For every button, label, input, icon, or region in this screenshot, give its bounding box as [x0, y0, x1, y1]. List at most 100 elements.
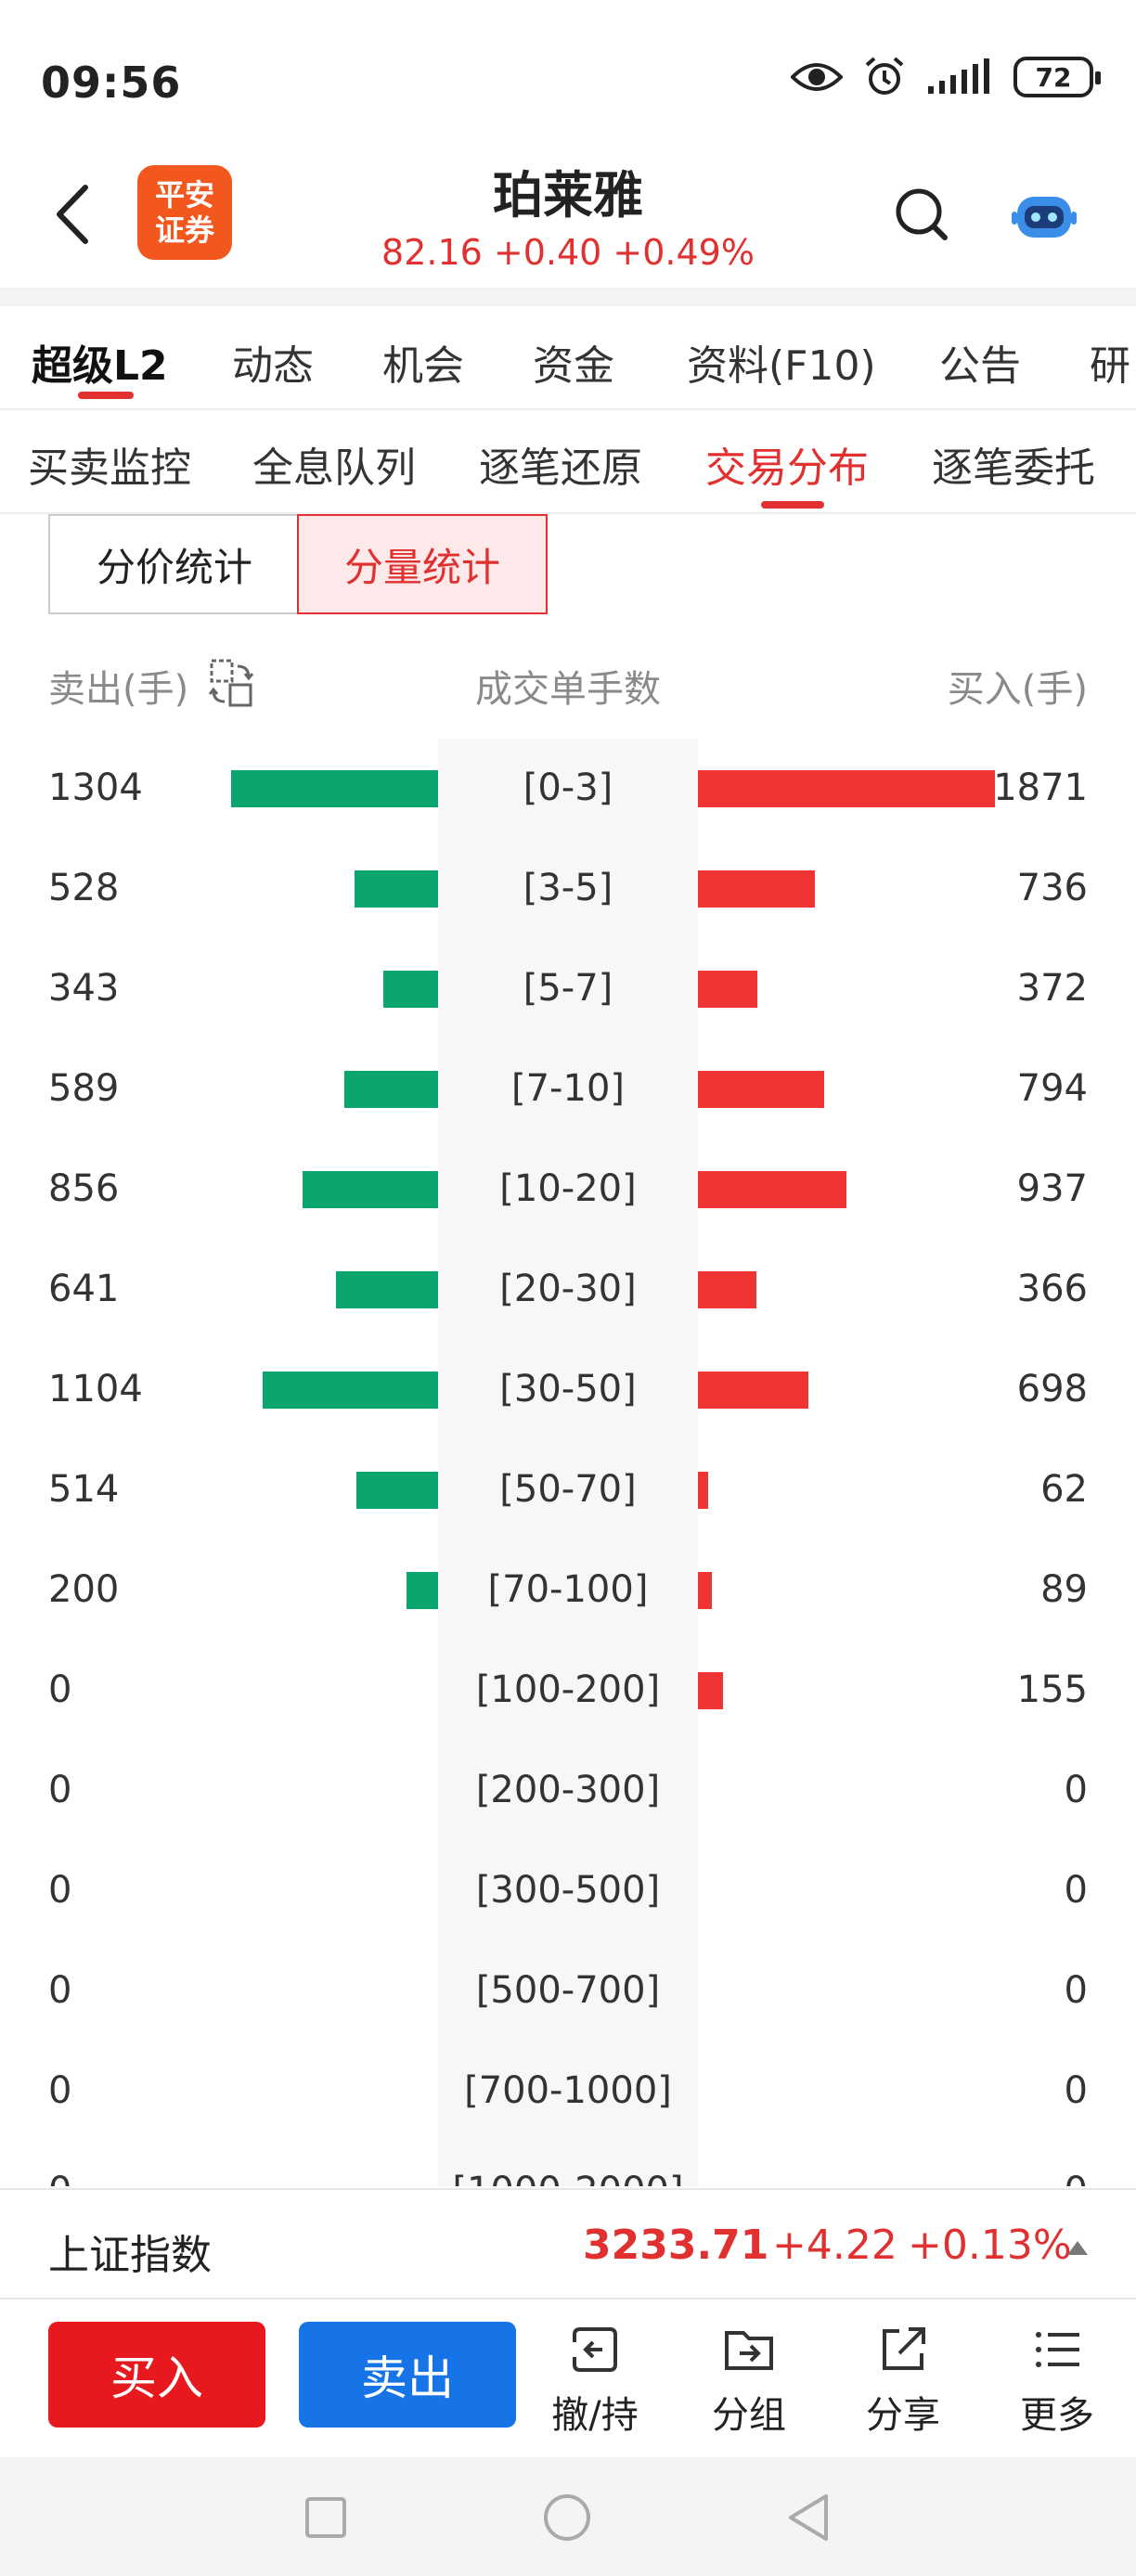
buy-volume: 0 [1064, 2069, 1088, 2112]
robot-assistant-icon[interactable] [1012, 187, 1077, 243]
buy-bar [698, 1271, 756, 1308]
index-ticker-bar[interactable]: 上证指数 3233.71 +4.22 +0.13% [0, 2188, 1136, 2299]
distribution-row: 1104 [30-50] 698 [0, 1340, 1136, 1440]
subtab-trade-distribution[interactable]: 交易分布 [705, 444, 869, 492]
section-divider [0, 288, 1136, 306]
buy-volume: 0 [1064, 1769, 1088, 1811]
buy-bar [698, 770, 995, 807]
sell-bar [356, 1472, 438, 1509]
buy-bar [698, 1071, 824, 1108]
back-nav-icon[interactable] [785, 2492, 832, 2543]
volume-stats-toggle[interactable]: 分量统计 [297, 514, 548, 614]
distribution-row: 0 [200-300] 0 [0, 1741, 1136, 1841]
recent-apps-icon[interactable] [304, 2496, 347, 2539]
group-button[interactable]: 分组 [689, 2322, 809, 2442]
broker-logo[interactable]: 平安 证券 [137, 165, 232, 260]
sell-volume: 0 [48, 1769, 72, 1811]
tab-super-l2[interactable]: 超级L2 [32, 342, 168, 390]
sell-bar [355, 870, 438, 908]
subtab-tick-orders[interactable]: 逐笔委托 [932, 444, 1095, 492]
subtab-tick-replay[interactable]: 逐笔还原 [479, 444, 642, 492]
lot-size-range: [1000-2000] [438, 2170, 698, 2186]
buy-bar [698, 1572, 712, 1609]
sell-button[interactable]: 卖出 [299, 2322, 516, 2428]
more-button[interactable]: 更多 [997, 2322, 1117, 2442]
tab-research[interactable]: 研 [1090, 342, 1130, 390]
buy-volume: 0 [1065, 2170, 1088, 2186]
eye-icon [791, 63, 843, 91]
distribution-table-header: 卖出(手) 成交单手数 买入(手) [0, 650, 1136, 715]
tab-announcements[interactable]: 公告 [939, 342, 1021, 390]
more-label: 更多 [1020, 2394, 1094, 2437]
sell-bar [344, 1071, 438, 1108]
lot-size-range: [300-500] [475, 1869, 661, 1912]
cancel-hold-button[interactable]: 撤/持 [535, 2322, 655, 2442]
sell-volume: 1104 [48, 1368, 143, 1410]
header-sell: 卖出(手) [48, 668, 189, 711]
search-icon[interactable] [893, 186, 950, 243]
distribution-row: 0 [700-1000] 0 [0, 2041, 1136, 2142]
sell-volume: 343 [48, 967, 120, 1010]
home-icon[interactable] [542, 2492, 592, 2543]
expand-up-icon[interactable] [1065, 2238, 1090, 2257]
tab-funds[interactable]: 资金 [533, 342, 614, 390]
status-icons: 72 [791, 56, 1101, 98]
subtab-order-monitor[interactable]: 买卖监控 [28, 444, 191, 492]
price-stats-toggle[interactable]: 分价统计 [48, 514, 299, 614]
distribution-row: 1304 [0-3] 1871 [0, 739, 1136, 839]
index-change: +4.22 [772, 2222, 897, 2269]
logo-text-line1: 平安 [154, 177, 214, 213]
index-change-percent: +0.13% [908, 2222, 1072, 2269]
index-name: 上证指数 [48, 2232, 212, 2279]
distribution-row: 0 [1000-2000] 0 [0, 2142, 1136, 2186]
sell-volume: 0 [48, 2069, 72, 2112]
alarm-icon [865, 57, 904, 95]
buy-bar [698, 971, 757, 1008]
bottom-toolbar: 买入 卖出 撤/持 分组 分享 更多 [0, 2299, 1136, 2457]
tab-opportunity[interactable]: 机会 [382, 342, 464, 390]
buy-volume: 62 [1040, 1468, 1088, 1511]
tab-profile-f10[interactable]: 资料(F10) [687, 342, 876, 390]
sell-volume: 0 [48, 1869, 72, 1912]
distribution-row: 0 [100-200] 155 [0, 1641, 1136, 1741]
buy-volume: 794 [1016, 1067, 1088, 1110]
distribution-row: 0 [300-500] 0 [0, 1841, 1136, 1941]
lot-size-range: [0-3] [523, 766, 613, 809]
buy-button[interactable]: 买入 [48, 2322, 265, 2428]
subtab-full-queue[interactable]: 全息队列 [252, 444, 416, 492]
logo-text-line2: 证券 [154, 213, 214, 248]
index-value: 3233.71 [583, 2222, 769, 2269]
sell-volume: 200 [48, 1568, 120, 1611]
stock-name: 珀莱雅 [493, 166, 643, 225]
share-button[interactable]: 分享 [843, 2322, 963, 2442]
swap-columns-icon[interactable] [208, 657, 254, 709]
distribution-row: 856 [10-20] 937 [0, 1140, 1136, 1240]
buy-bar [698, 1372, 808, 1409]
buy-volume: 0 [1064, 1869, 1088, 1912]
system-nav-bar [0, 2457, 1136, 2576]
buy-volume: 1871 [993, 766, 1088, 809]
distribution-row: 528 [3-5] 736 [0, 839, 1136, 939]
sell-volume: 856 [48, 1167, 120, 1210]
back-arrow-icon[interactable] [48, 182, 100, 247]
cancel-hold-label: 撤/持 [551, 2394, 639, 2437]
lot-size-range: [3-5] [523, 867, 613, 909]
sell-bar [383, 971, 438, 1008]
lot-size-range: [500-700] [475, 1969, 661, 2012]
sell-bar [336, 1271, 438, 1308]
buy-volume: 372 [1016, 967, 1088, 1010]
distribution-row: 343 [5-7] 372 [0, 939, 1136, 1039]
stock-header: 平安 证券 珀莱雅 82.16 +0.40 +0.49% [0, 148, 1136, 288]
lot-size-range: [700-1000] [464, 2069, 672, 2112]
tab-active-indicator [78, 392, 134, 399]
lot-size-range: [7-10] [511, 1067, 625, 1110]
buy-bar [698, 870, 815, 908]
header-buy: 买入(手) [947, 668, 1088, 711]
lot-size-range: [70-100] [487, 1568, 649, 1611]
buy-volume: 698 [1016, 1368, 1088, 1410]
buy-volume: 89 [1040, 1568, 1088, 1611]
subtab-active-indicator [761, 501, 824, 509]
sell-volume: 528 [48, 867, 120, 909]
sell-volume: 589 [48, 1067, 120, 1110]
tab-dynamics[interactable]: 动态 [232, 342, 314, 390]
